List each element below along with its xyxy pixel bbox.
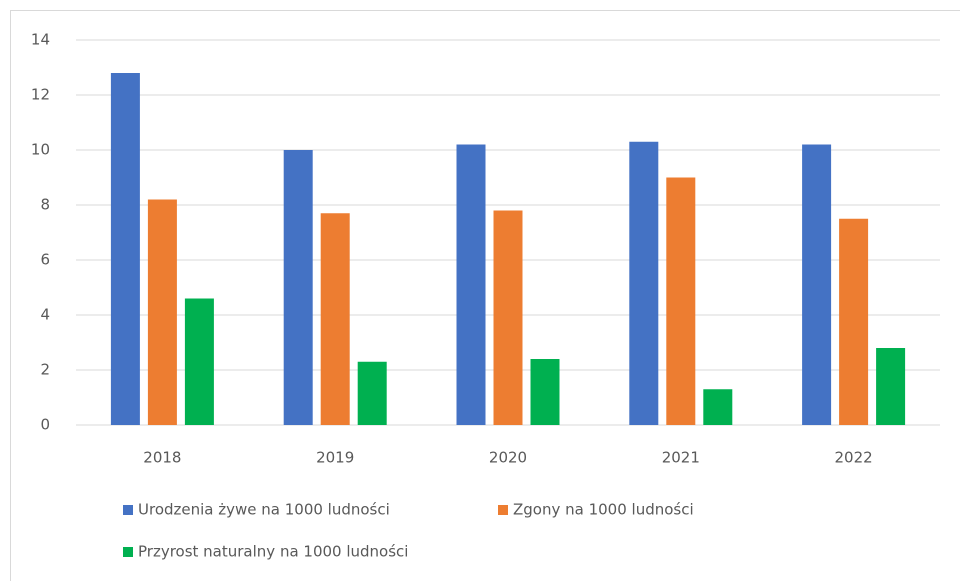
legend-swatch	[123, 547, 133, 557]
bar	[110, 73, 140, 425]
bar	[629, 141, 659, 425]
legend-swatch	[123, 505, 133, 515]
bar	[357, 361, 387, 425]
bar	[666, 177, 696, 425]
bar	[876, 348, 906, 425]
bar	[283, 150, 313, 425]
x-tick-label: 2019	[316, 449, 354, 467]
y-tick-label: 10	[31, 141, 50, 159]
bar	[493, 210, 523, 425]
x-tick-label: 2021	[662, 449, 700, 467]
x-tick-label: 2018	[143, 449, 181, 467]
bar	[456, 144, 486, 425]
y-tick-label: 12	[31, 86, 50, 104]
legend-label: Urodzenia żywe na 1000 ludności	[138, 501, 390, 519]
y-tick-label: 8	[40, 196, 50, 214]
bar	[703, 389, 733, 425]
bar	[147, 199, 177, 425]
bar	[802, 144, 832, 425]
y-tick-label: 6	[40, 251, 50, 269]
bar	[320, 213, 350, 425]
legend-swatch	[498, 505, 508, 515]
legend-label: Zgony na 1000 ludności	[513, 501, 694, 519]
y-tick-label: 0	[40, 416, 50, 434]
y-tick-label: 4	[40, 306, 50, 324]
bar	[530, 359, 560, 425]
legend-label: Przyrost naturalny na 1000 ludności	[138, 543, 408, 561]
bar	[184, 298, 214, 425]
x-tick-label: 2022	[835, 449, 873, 467]
x-tick-label: 2020	[489, 449, 527, 467]
bar	[839, 218, 869, 425]
y-tick-label: 2	[40, 361, 50, 379]
y-tick-label: 14	[31, 31, 50, 49]
